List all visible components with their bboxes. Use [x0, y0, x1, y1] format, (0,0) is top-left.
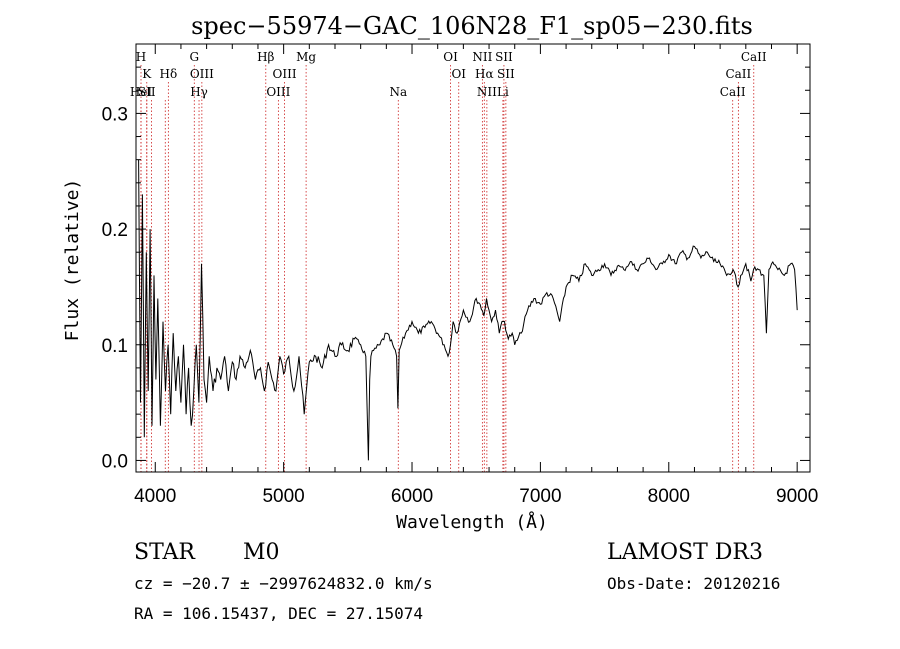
obs-date: Obs-Date: 20120216: [607, 574, 780, 593]
x-axis-ticks: 4000 5000 6000 7000 8000 9000: [134, 44, 818, 507]
line-marker-label-24: CaII: [725, 67, 751, 81]
plot-frame: [135, 43, 811, 473]
x-tick-label-1: 5000: [262, 486, 304, 507]
object-subclass: M0: [243, 540, 280, 565]
chart-title: spec−55974−GAC_106N28_F1_sp05−230.fits: [191, 12, 753, 40]
x-tick-label-2: 6000: [391, 486, 433, 507]
line-marker-label-25: CaII: [741, 50, 767, 64]
redshift-line: cz = −20.7 ± −2997624832.0 km/s: [134, 574, 433, 593]
y-tick-label-1: 0.1: [102, 336, 128, 357]
x-tick-label-3: 7000: [519, 486, 561, 507]
line-marker-label-9: Hγ: [190, 85, 208, 99]
line-marker-label-22: Li: [497, 85, 509, 99]
line-marker-label-3: SII: [138, 85, 156, 99]
line-marker-label-8: OIII: [190, 67, 214, 81]
line-marker-label-17: NII: [472, 50, 492, 64]
line-marker-label-16: OI: [451, 67, 466, 81]
line-marker-label-19: NII: [477, 85, 497, 99]
line-marker-label-15: OI: [443, 50, 458, 64]
ra-dec-line: RA = 106.15437, DEC = 27.15074: [134, 604, 423, 623]
object-class: STAR: [134, 540, 196, 565]
line-marker-label-13: Mg: [296, 50, 316, 64]
y-axis-ticks: 0.0 0.1 0.2 0.3: [102, 66, 810, 472]
line-markers: [140, 65, 755, 472]
line-marker-label-7: G: [189, 50, 199, 64]
line-marker-label-0: H: [136, 50, 146, 64]
y-tick-label-3: 0.3: [102, 104, 128, 125]
y-axis-label: Flux (relative): [62, 179, 83, 342]
line-marker-label-14: Na: [389, 85, 407, 99]
x-tick-label-0: 4000: [134, 486, 176, 507]
line-marker-label-12: OIII: [273, 67, 297, 81]
y-tick-label-2: 0.2: [102, 220, 128, 241]
line-marker-label-11: OIII: [266, 85, 290, 99]
line-marker-label-1: K: [142, 67, 152, 81]
spectrum-line: [138, 159, 798, 461]
x-axis-label: Wavelength (Å): [396, 511, 548, 533]
line-marker-label-2: HeI: [130, 85, 153, 99]
line-marker-label-10: Hβ: [257, 50, 274, 64]
x-tick-label-5: 9000: [776, 486, 818, 507]
y-tick-label-0: 0.0: [102, 451, 128, 472]
line-marker-label-20: SII: [495, 50, 513, 64]
line-marker-label-5: Hδ: [160, 67, 178, 81]
x-tick-label-4: 8000: [648, 486, 690, 507]
survey-name: LAMOST DR3: [607, 540, 763, 565]
line-marker-label-18: Hα: [475, 67, 494, 81]
line-marker-label-23: CaII: [720, 85, 746, 99]
line-marker-labels: HKHeISIIHδGOIIIHγHβOIIIOIIIMgNaOIOINIIHα…: [130, 50, 767, 99]
line-marker-label-21: SII: [497, 67, 515, 81]
